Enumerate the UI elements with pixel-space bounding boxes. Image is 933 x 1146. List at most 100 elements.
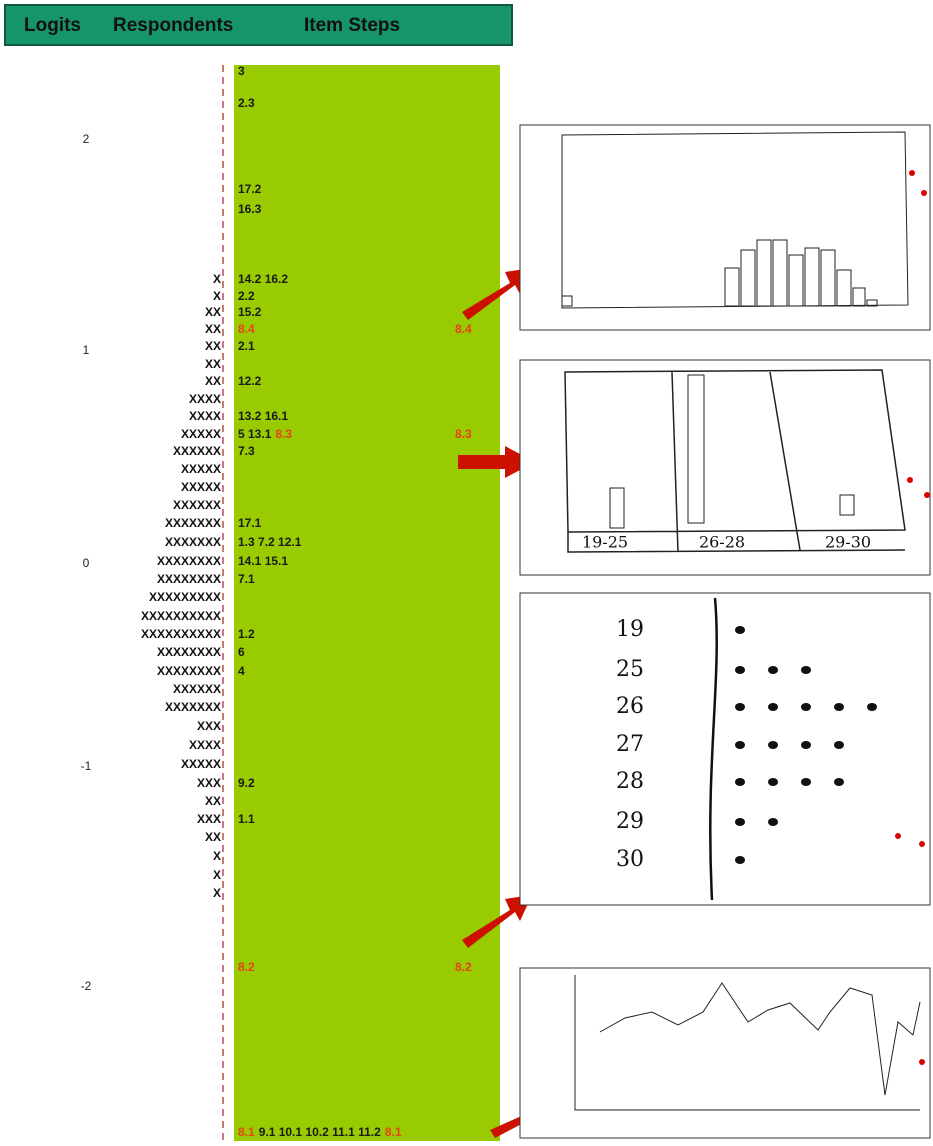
- row-label: 19: [616, 617, 644, 642]
- item-step: 8.4: [238, 322, 255, 336]
- item-step: 1.2: [238, 627, 255, 641]
- respondents: XXXXX: [181, 480, 221, 494]
- item-steps: 9.2: [238, 776, 255, 790]
- respondents: XXXXXXX: [165, 535, 221, 549]
- column-label: 19-25: [582, 533, 628, 552]
- respondents: XX: [205, 357, 221, 371]
- panel-histogram: [520, 125, 930, 330]
- logit-label: -1: [81, 759, 92, 773]
- row-label: 29: [616, 809, 644, 834]
- dot: [801, 741, 811, 749]
- respondents: XXXXXXX: [165, 516, 221, 530]
- item-steps: 3: [238, 64, 245, 78]
- logit-label: 0: [83, 556, 90, 570]
- row-label: 30: [616, 847, 644, 872]
- marker: [919, 1059, 925, 1065]
- item-steps: 12.2: [238, 374, 262, 388]
- dot: [834, 703, 844, 711]
- marker: [907, 477, 913, 483]
- respondents: XXXXXXXXX: [149, 590, 221, 604]
- item-step: 8.2: [238, 960, 255, 974]
- panel-columns: 19-25 26-28 29-30: [520, 360, 930, 575]
- respondents: X: [213, 868, 221, 882]
- respondents: XX: [205, 374, 221, 388]
- item-step: 5 13.1: [238, 427, 272, 441]
- item-step-right: 8.2: [455, 960, 472, 974]
- respondents: XXXXXXXX: [157, 664, 221, 678]
- item-steps: 4: [238, 664, 245, 678]
- dot: [867, 703, 877, 711]
- item-steps: 7.3: [238, 444, 255, 458]
- item-step: 8.1: [238, 1125, 255, 1139]
- respondents: XX: [205, 322, 221, 336]
- marker: [919, 841, 925, 847]
- row-label: 26: [616, 694, 644, 719]
- column-label: 26-28: [699, 533, 745, 552]
- item-steps: 14.1 15.1: [238, 554, 288, 568]
- dot: [768, 778, 778, 786]
- item-step: 3: [238, 64, 245, 78]
- respondents: XXXXX: [181, 462, 221, 476]
- header-logits: Logits: [24, 15, 81, 36]
- item-step-right: 8.3: [455, 427, 472, 441]
- respondents: XXXXXXXX: [157, 645, 221, 659]
- marker: [909, 170, 915, 176]
- item-step: 9.1 10.1 10.2 11.1 11.2: [259, 1125, 381, 1139]
- dot: [768, 703, 778, 711]
- dot: [735, 703, 745, 711]
- header-item-steps: Item Steps: [304, 15, 400, 36]
- marker: [921, 190, 927, 196]
- respondents: XX: [205, 830, 221, 844]
- item-step: 9.2: [238, 776, 255, 790]
- item-steps: 1.3 7.2 12.1: [238, 535, 302, 549]
- dot: [735, 666, 745, 674]
- header-bar: [5, 5, 512, 45]
- item-steps: 14.2 16.2: [238, 272, 288, 286]
- item-steps: 2.3: [238, 96, 255, 110]
- item-steps: 8.4: [238, 322, 255, 336]
- header-respondents: Respondents: [113, 15, 233, 36]
- dot: [768, 666, 778, 674]
- marker: [895, 833, 901, 839]
- respondents: XXXXXX: [173, 444, 221, 458]
- respondents: XXXXXX: [173, 498, 221, 512]
- item-steps: 13.2 16.1: [238, 409, 288, 423]
- item-steps: 17.2: [238, 182, 262, 196]
- logit-label: 2: [83, 132, 90, 146]
- respondents: XXXX: [189, 738, 221, 752]
- item-step: 1.1: [238, 812, 255, 826]
- item-step: 16.3: [238, 202, 262, 216]
- item-step: 15.2: [238, 305, 262, 319]
- item-step: 6: [238, 645, 245, 659]
- item-step: 2.1: [238, 339, 255, 353]
- dot: [801, 778, 811, 786]
- item-steps: 1.1: [238, 812, 255, 826]
- item-step: 7.1: [238, 572, 255, 586]
- item-step: 2.3: [238, 96, 255, 110]
- respondents: XXXXX: [181, 757, 221, 771]
- respondents: XXXXXXXX: [157, 572, 221, 586]
- item-step: 8.1: [385, 1125, 402, 1139]
- dot: [768, 741, 778, 749]
- respondents: XXXXXXXXXX: [141, 609, 221, 623]
- item-step: 4: [238, 664, 245, 678]
- item-steps: 6: [238, 645, 245, 659]
- respondents: XXX: [197, 812, 221, 826]
- wright-map: Logits Respondents Item Steps 210-1-232.…: [0, 0, 933, 1141]
- item-step: 12.2: [238, 374, 262, 388]
- respondents: XXXXXXX: [165, 700, 221, 714]
- respondents: XXXXXXXXXX: [141, 627, 221, 641]
- respondents: XX: [205, 339, 221, 353]
- item-step: 17.1: [238, 516, 262, 530]
- column-label: 29-30: [825, 533, 871, 552]
- dot: [735, 778, 745, 786]
- respondents: X: [213, 849, 221, 863]
- item-steps: 2.2: [238, 289, 255, 303]
- row-label: 25: [616, 657, 644, 682]
- row-label: 28: [616, 769, 644, 794]
- item-steps: 17.1: [238, 516, 262, 530]
- respondents: XXXXXX: [173, 682, 221, 696]
- item-step: 13.2 16.1: [238, 409, 288, 423]
